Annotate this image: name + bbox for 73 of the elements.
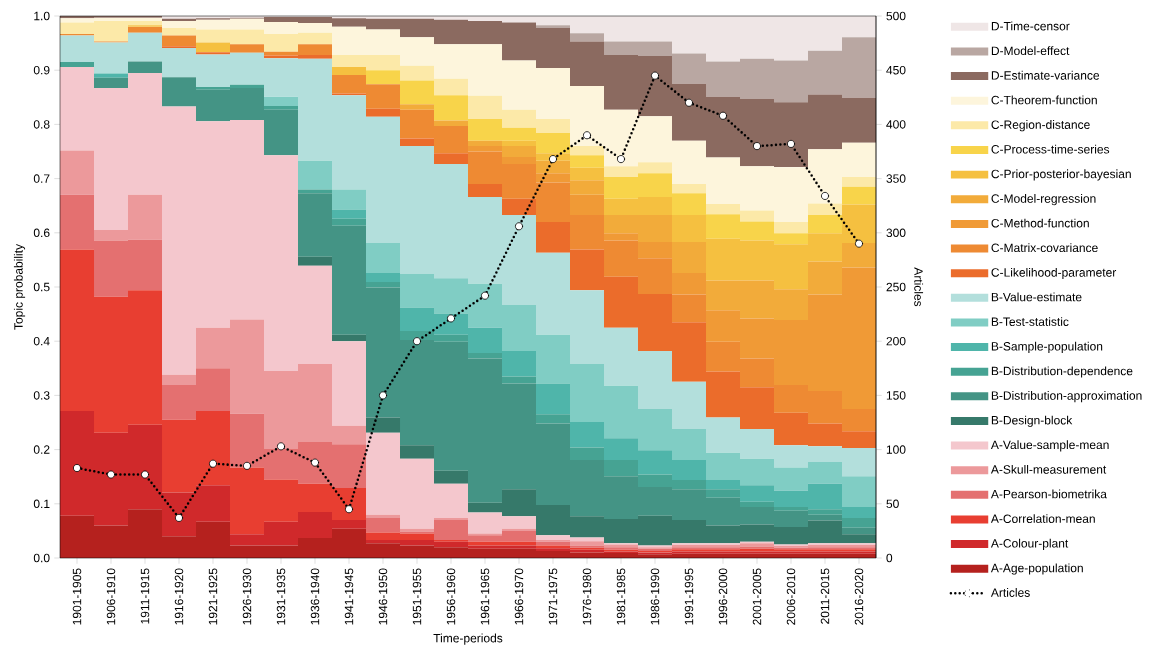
x-tick-label: 1951-1955	[412, 568, 422, 625]
legend-label: A-Age-population	[990, 563, 1083, 575]
y2-tick-label: 0	[886, 553, 893, 563]
legend-label: D-Time-censor	[991, 21, 1070, 31]
y2-tick-label: 300	[886, 228, 906, 238]
y-tick-label: 0.1	[33, 499, 50, 509]
y2-tick-label: 50	[886, 499, 899, 509]
y2-axis-title: Articles	[914, 267, 924, 307]
x-tick-label: 1916-1920	[174, 568, 184, 625]
legend-label: B-Sample-population	[991, 341, 1103, 353]
y-tick-label: 0.3	[33, 391, 50, 400]
x-tick-label: 1906-1910	[106, 568, 116, 625]
y-axis-title: Topic probability	[13, 244, 26, 330]
x-tick-label: 2011-2015	[820, 568, 830, 624]
legend-label: Articles	[990, 588, 1030, 597]
y-tick-label: 0.4	[33, 336, 50, 346]
x-tick-label: 1926-1930	[242, 568, 252, 625]
y-tick-label: 0.6	[33, 228, 50, 238]
legend-label: C-Theorem-function	[991, 95, 1097, 105]
legend-label: C-Likelihood-parameter	[991, 267, 1117, 280]
y2-tick-label: 250	[886, 282, 906, 292]
x-tick-label: 1961-1965	[480, 568, 490, 625]
legend-label: B-Distribution-approximation	[991, 391, 1142, 403]
legend-label: A-Colour-plant	[990, 538, 1069, 550]
x-tick-label: 1996-2000	[718, 568, 728, 625]
legend-label: A-Correlation-mean	[990, 514, 1095, 523]
y-tick-label: 0.2	[33, 445, 50, 454]
legend-label: B-Design-block	[991, 415, 1073, 427]
legend-label: C-Matrix-covariance	[991, 243, 1098, 253]
legend-label: B-Value-estimate	[991, 292, 1082, 302]
x-tick-label: 1901-1905	[72, 568, 82, 625]
y-tick-label: 1.0	[34, 11, 50, 21]
legend-label: A-Value-sample-mean	[990, 440, 1109, 452]
legend-label: C-Prior-posterior-bayesian	[991, 169, 1131, 181]
y-tick-label: 0.5	[33, 282, 50, 292]
x-tick-label: 1981-1985	[616, 568, 626, 625]
y2-tick-label: 200	[886, 336, 906, 346]
legend-label: C-Method-function	[991, 218, 1089, 228]
legend-label: A-Pearson-biometrika	[990, 489, 1107, 499]
legend-label: D-Estimate-variance	[991, 70, 1100, 80]
x-tick-label: 1966-1970	[514, 568, 524, 625]
y2-tick-label: 350	[886, 174, 906, 183]
x-tick-label: 1921-1925	[208, 568, 218, 625]
legend-label: B-Test-statistic	[991, 317, 1069, 326]
x-tick-label: 1986-1990	[650, 568, 660, 625]
y-tick-label: 0.8	[33, 120, 50, 129]
x-tick-label: 2016-2020	[854, 568, 864, 625]
legend-label: C-Model-regression	[991, 194, 1096, 206]
y-tick-label: 0.9	[33, 65, 50, 75]
x-tick-label: 1956-1960	[446, 568, 456, 625]
y2-tick-label: 150	[886, 391, 906, 400]
legend-label: A-Skull-measurement	[990, 464, 1107, 474]
x-tick-label: 1911-1915	[140, 568, 150, 624]
x-tick-label: 1976-1980	[582, 568, 592, 625]
x-tick-label: 2001-2005	[752, 568, 762, 625]
x-tick-label: 2006-2010	[786, 568, 796, 625]
y2-tick-label: 450	[886, 65, 906, 75]
legend-label: C-Region-distance	[991, 120, 1090, 132]
y2-tick-label: 100	[886, 445, 906, 454]
x-tick-label: 1946-1950	[378, 568, 388, 625]
x-axis-title: Time-periods	[433, 633, 503, 645]
legend-label: C-Process-time-series	[991, 144, 1110, 154]
legend-label: D-Model-effect	[991, 46, 1070, 56]
x-tick-label: 1931-1935	[276, 568, 286, 625]
x-tick-label: 1971-1975	[548, 568, 558, 625]
y2-tick-label: 400	[886, 120, 906, 129]
y-tick-label: 0.0	[33, 553, 50, 563]
legend-label: B-Distribution-dependence	[991, 366, 1133, 378]
x-tick-label: 1941-1945	[344, 568, 354, 625]
x-tick-label: 1936-1940	[310, 568, 320, 625]
y2-tick-label: 500	[886, 11, 906, 21]
y-tick-label: 0.7	[33, 174, 50, 183]
x-tick-label: 1991-1995	[684, 568, 694, 625]
